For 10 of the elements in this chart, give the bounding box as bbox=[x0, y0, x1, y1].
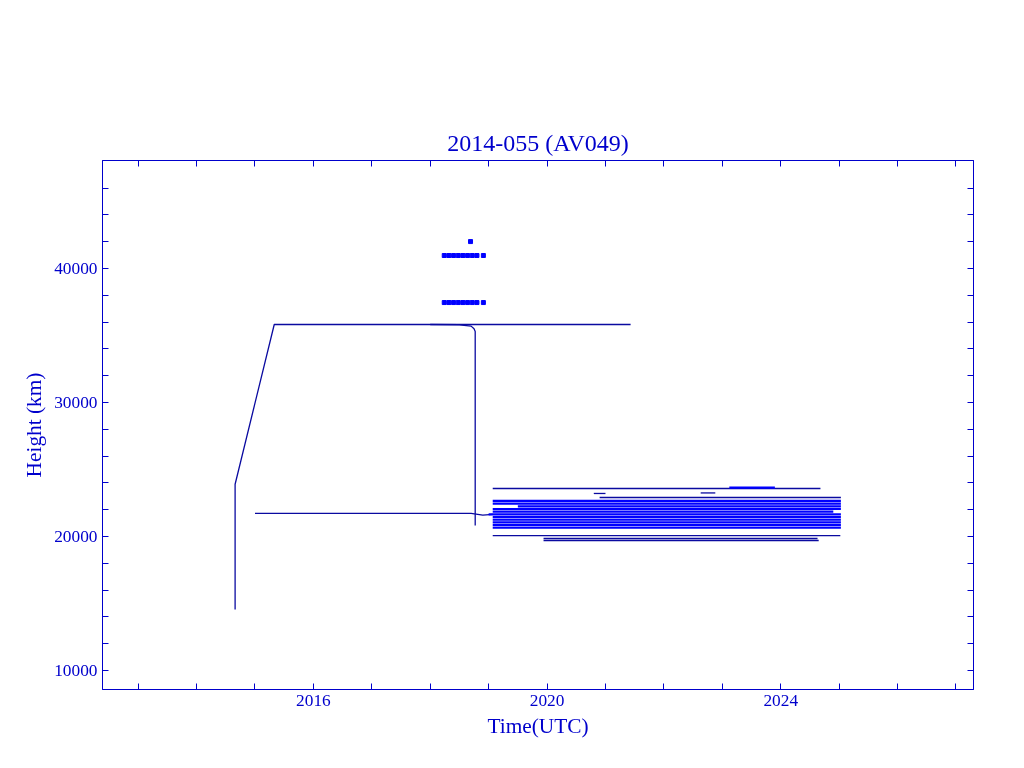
x-tick-label: 2020 bbox=[529, 690, 565, 710]
x-tick-label: 2016 bbox=[296, 690, 332, 710]
chart-title: 2014-055 (AV049) bbox=[447, 129, 629, 156]
y-tick-label: 40000 bbox=[54, 259, 98, 278]
y-axis-title: Height (km) bbox=[22, 372, 47, 478]
x-tick-label: 2024 bbox=[763, 690, 799, 710]
y-tick-label: 10000 bbox=[54, 660, 98, 680]
x-axis-title: Time(UTC) bbox=[487, 713, 589, 738]
y-tick-label: 30000 bbox=[54, 392, 98, 412]
y-tick-label: 20000 bbox=[54, 526, 98, 546]
